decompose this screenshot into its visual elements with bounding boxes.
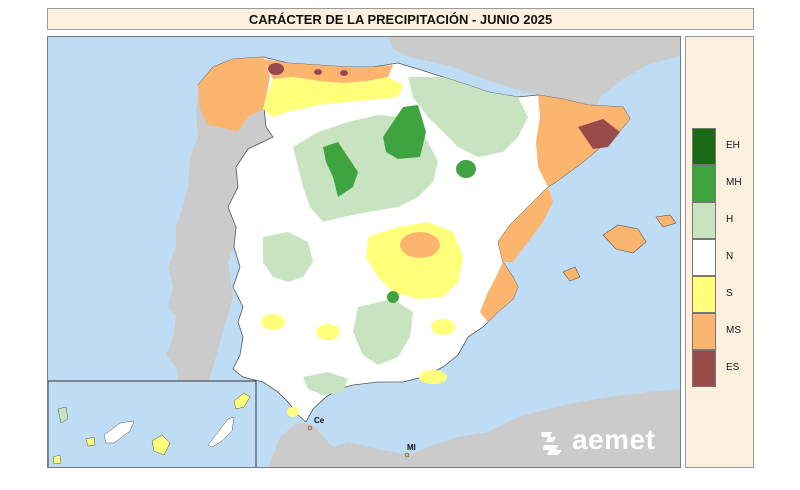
fuerteventura bbox=[207, 416, 235, 448]
legend-swatch-n bbox=[692, 239, 716, 276]
almeria-dry bbox=[419, 370, 447, 384]
ceuta-marker bbox=[307, 425, 313, 431]
sevilla-dry bbox=[316, 324, 340, 340]
soria-very-humid bbox=[456, 160, 476, 178]
legend-swatch-h bbox=[692, 202, 716, 239]
legend-swatch-mh bbox=[692, 165, 716, 202]
city-label-melilla: Ml bbox=[407, 443, 416, 452]
gran-canaria bbox=[151, 434, 171, 456]
legend-item-ms: MS bbox=[692, 313, 752, 350]
legend-item-mh: MH bbox=[692, 165, 752, 202]
murcia-dry bbox=[480, 262, 518, 322]
legend-item-s: S bbox=[692, 276, 752, 313]
legend-label-n: N bbox=[726, 251, 734, 262]
tenerife bbox=[103, 420, 135, 444]
portugal-land bbox=[166, 92, 273, 382]
aemet-logo-text: aemet bbox=[572, 424, 656, 455]
legend-swatch-ms bbox=[692, 313, 716, 350]
catalonia-extreme-dry bbox=[578, 119, 620, 149]
galicia-dry-zone bbox=[198, 57, 270, 132]
legend-item-eh: EH bbox=[692, 128, 752, 165]
legend-label-eh: EH bbox=[726, 140, 740, 151]
jaen-very-humid bbox=[387, 291, 399, 303]
el-hierro bbox=[52, 454, 62, 465]
north-east-humid bbox=[408, 77, 528, 157]
legend-item-h: H bbox=[692, 202, 752, 239]
northern-plateau-dry bbox=[263, 77, 403, 117]
legend-label-h: H bbox=[726, 214, 734, 225]
catalonia-dry bbox=[536, 95, 630, 187]
aemet-logo-icon bbox=[541, 432, 562, 455]
map-title: CARÁCTER DE LA PRECIPITACIÓN - JUNIO 202… bbox=[248, 11, 553, 27]
city-label-ceuta: Ce bbox=[314, 416, 325, 425]
gibraltar-dry bbox=[287, 407, 299, 417]
legend-swatch-s bbox=[692, 276, 716, 313]
precipitation-map bbox=[48, 37, 680, 467]
map-frame: Ce Ml bbox=[47, 36, 681, 468]
legend-swatch-eh bbox=[692, 128, 716, 165]
granada-dry bbox=[431, 319, 455, 335]
aemet-logo: aemet bbox=[538, 424, 678, 458]
asturias-extreme-dry bbox=[268, 63, 284, 75]
cantabrian-dry-zone bbox=[263, 59, 393, 83]
legend-item-n: N bbox=[692, 239, 752, 276]
melilla-marker bbox=[404, 452, 410, 458]
la-palma bbox=[57, 406, 69, 424]
lanzarote bbox=[233, 392, 251, 410]
andalucia-humid bbox=[353, 299, 413, 365]
legend-item-es: ES bbox=[692, 350, 752, 387]
canary-inset bbox=[48, 380, 257, 467]
cadiz-humid bbox=[303, 372, 348, 395]
ibiza bbox=[562, 266, 581, 282]
valencia-dry bbox=[498, 187, 553, 262]
france-land bbox=[388, 37, 680, 109]
legend-panel: EH MH H N S MS ES bbox=[685, 36, 754, 468]
castilla-very-humid bbox=[323, 142, 358, 197]
burgos-very-humid bbox=[383, 105, 426, 159]
central-very-dry bbox=[400, 232, 440, 258]
morocco-land bbox=[268, 389, 680, 467]
cantabria-extreme-dry-2 bbox=[340, 70, 348, 76]
cantabria-extreme-dry bbox=[314, 69, 322, 75]
extremadura-humid bbox=[263, 232, 313, 282]
legend-label-s: S bbox=[726, 288, 733, 299]
mallorca bbox=[602, 224, 647, 254]
legend-label-es: ES bbox=[726, 362, 740, 373]
menorca bbox=[655, 214, 677, 228]
huelva-dry bbox=[261, 314, 285, 330]
legend-swatch-es bbox=[692, 350, 716, 387]
legend-label-mh: MH bbox=[726, 177, 742, 188]
map-title-box: CARÁCTER DE LA PRECIPITACIÓN - JUNIO 202… bbox=[47, 8, 754, 30]
legend-label-ms: MS bbox=[726, 325, 741, 336]
la-gomera bbox=[85, 436, 96, 447]
